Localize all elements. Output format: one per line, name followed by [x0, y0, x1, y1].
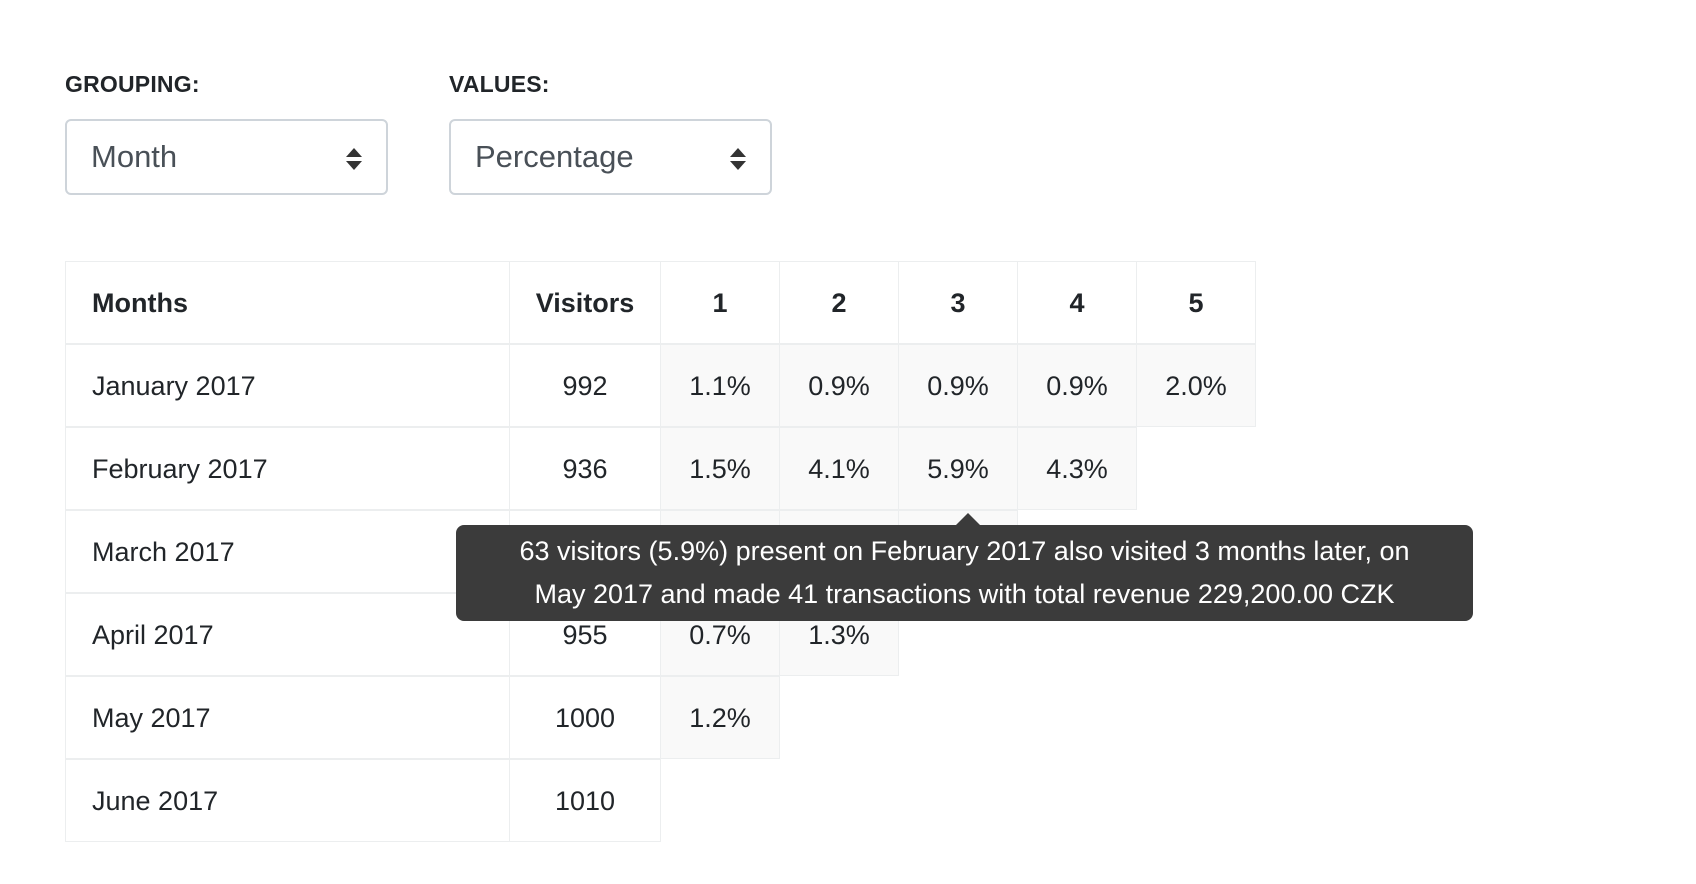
tooltip-arrow [956, 513, 980, 525]
tooltip-line-1: 63 visitors (5.9%) present on February 2… [519, 536, 1410, 566]
row-month: May 2017 [65, 676, 510, 759]
grouping-select[interactable]: Month [65, 119, 388, 195]
cohort-controls: GROUPING: Month VALUES: Percentage [65, 68, 772, 195]
retention-cell[interactable]: 1.1% [660, 344, 780, 427]
retention-cell[interactable]: 0.9% [898, 344, 1018, 427]
header-period-1: 1 [660, 261, 780, 344]
grouping-control: GROUPING: Month [65, 68, 388, 195]
retention-cell[interactable]: 1.5% [660, 427, 780, 510]
row-visitors: 1010 [509, 759, 661, 842]
retention-cell-hovered[interactable]: 5.9% [898, 427, 1018, 510]
tooltip-line-2: May 2017 and made 41 transactions with t… [534, 579, 1395, 609]
header-period-5: 5 [1136, 261, 1256, 344]
row-month: April 2017 [65, 593, 510, 676]
header-period-3: 3 [898, 261, 1018, 344]
header-period-4: 4 [1017, 261, 1137, 344]
row-month: March 2017 [65, 510, 510, 593]
values-label: VALUES: [449, 71, 550, 97]
select-arrows-icon [730, 148, 746, 170]
table-header-row: Months Visitors 1 2 3 4 5 [65, 261, 1256, 344]
table-row: June 2017 1010 [65, 759, 1255, 842]
row-month: January 2017 [65, 344, 510, 427]
header-months: Months [65, 261, 510, 344]
header-visitors: Visitors [509, 261, 661, 344]
retention-tooltip: 63 visitors (5.9%) present on February 2… [456, 525, 1473, 621]
row-visitors: 992 [509, 344, 661, 427]
retention-cell[interactable]: 0.9% [1017, 344, 1137, 427]
values-select-value: Percentage [475, 139, 634, 174]
grouping-select-value: Month [91, 139, 178, 174]
retention-cell[interactable]: 4.1% [779, 427, 899, 510]
row-visitors: 936 [509, 427, 661, 510]
retention-cell[interactable]: 0.9% [779, 344, 899, 427]
select-arrows-icon [346, 148, 362, 170]
values-control: VALUES: Percentage [449, 68, 772, 195]
table-row: May 2017 1000 1.2% [65, 676, 1255, 759]
retention-cell[interactable]: 1.2% [660, 676, 780, 759]
retention-cell[interactable]: 4.3% [1017, 427, 1137, 510]
row-month: February 2017 [65, 427, 510, 510]
table-row: February 2017 936 1.5% 4.1% 5.9% 4.3% [65, 427, 1255, 510]
grouping-label: GROUPING: [65, 71, 200, 97]
header-period-2: 2 [779, 261, 899, 344]
row-visitors: 1000 [509, 676, 661, 759]
table-row: January 2017 992 1.1% 0.9% 0.9% 0.9% 2.0… [65, 344, 1256, 427]
retention-cell[interactable]: 2.0% [1136, 344, 1256, 427]
values-select[interactable]: Percentage [449, 119, 772, 195]
cohort-table: Months Visitors 1 2 3 4 5 January 2017 9… [65, 261, 1256, 842]
row-month: June 2017 [65, 759, 510, 842]
